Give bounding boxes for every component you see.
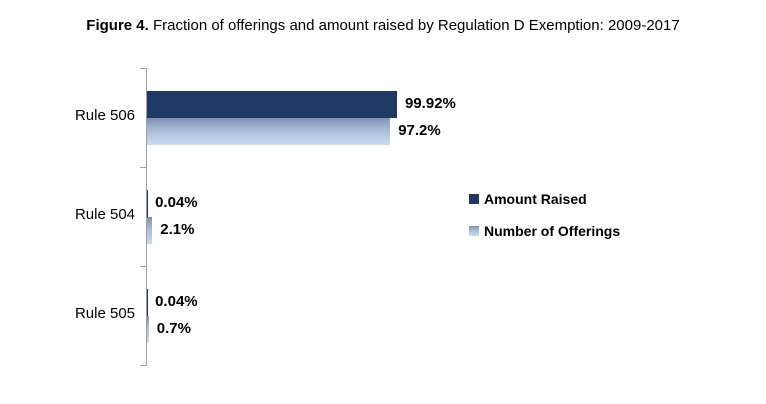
category-label-rule-505: Rule 505 (74, 304, 135, 322)
legend: Amount Raised Number of Offerings (469, 191, 620, 239)
chart-title-text: Fraction of offerings and amount raised … (148, 17, 680, 34)
bar-amount-raised (147, 90, 397, 118)
legend-swatch-amount-raised (469, 194, 479, 204)
value-label-amount-raised: 0.04% (155, 194, 198, 211)
value-label-amount-raised: 99.92% (405, 95, 456, 112)
value-label-number-of-offerings: 97.2% (398, 122, 441, 139)
value-label-number-of-offerings: 0.7% (156, 320, 191, 337)
bar-number-of-offerings (147, 117, 391, 145)
legend-label-number-of-offerings: Number of Offerings (484, 223, 621, 239)
bar-number-of-offerings (147, 216, 153, 244)
legend-item-amount-raised: Amount Raised (469, 191, 620, 207)
axis-tick (140, 266, 147, 267)
chart-title-prefix: Figure 4. (86, 17, 149, 34)
value-label-amount-raised: 0.04% (155, 293, 198, 310)
category-label-rule-506: Rule 506 (74, 106, 135, 124)
axis-tick (140, 68, 147, 69)
legend-item-number-of-offerings: Number of Offerings (469, 223, 620, 239)
value-label-number-of-offerings: 2.1% (160, 221, 195, 238)
axis-tick (140, 365, 147, 366)
chart-title: Figure 4. Fraction of offerings and amou… (0, 16, 766, 36)
legend-label-amount-raised: Amount Raised (484, 191, 587, 207)
bar-number-of-offerings (147, 315, 149, 343)
category-label-rule-504: Rule 504 (74, 205, 135, 223)
legend-swatch-number-of-offerings (469, 226, 479, 236)
y-axis-line (146, 68, 147, 365)
axis-tick (140, 167, 147, 168)
